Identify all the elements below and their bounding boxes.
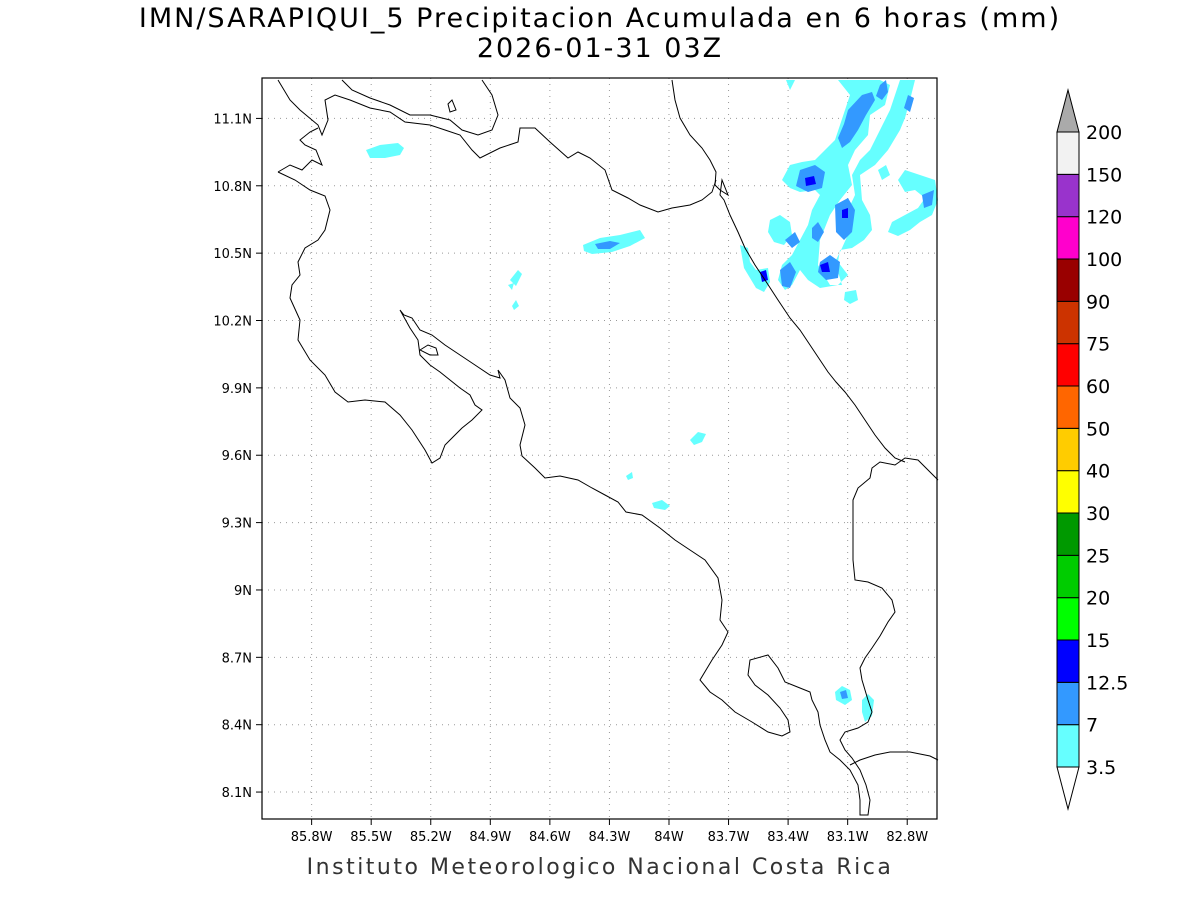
colorbar-level-label: 200 (1086, 122, 1122, 144)
colorbar-min-triangle (1056, 766, 1080, 811)
lat-tick-label: 10.8N (213, 180, 252, 195)
colorbar-box (1056, 427, 1080, 472)
colorbar-level-label: 60 (1086, 376, 1110, 398)
lon-tick-label: 84.6W (529, 830, 571, 845)
panama-coast (849, 751, 939, 766)
colorbar-box (1056, 258, 1080, 302)
precip-cell (626, 472, 670, 510)
colorbar-box (1056, 597, 1080, 641)
colorbar-level-label: 15 (1086, 630, 1110, 652)
colorbar-level-label: 40 (1086, 461, 1110, 483)
colorbar-box (1056, 343, 1080, 387)
lat-tick-label: 9.3N (222, 517, 252, 532)
colorbar-box (1056, 173, 1080, 218)
lat-tick-label: 10.2N (213, 315, 252, 330)
precip-cell (690, 432, 706, 445)
credit-text: Instituto Meteorologico Nacional Costa R… (306, 855, 894, 880)
longitude-axis: 85.8W 85.5W 85.2W 84.9W 84.6W 84.3W 84W 83.7W 83… (291, 819, 928, 845)
colorbar-level-label: 25 (1086, 545, 1110, 567)
lat-tick-label: 8.1N (222, 786, 252, 801)
colorbar-level-label: 12.5 (1086, 672, 1128, 694)
colorbar-box (1056, 300, 1080, 345)
colorbar-box (1056, 131, 1080, 175)
colorbar-level-label: 75 (1086, 334, 1110, 356)
lat-tick-label: 8.4N (222, 719, 252, 734)
colorbar-level-label: 50 (1086, 418, 1110, 440)
lon-tick-label: 84W (654, 830, 684, 845)
lon-tick-label: 82.8W (886, 830, 928, 845)
map-title: IMN/SARAPIQUI_5 Precipitacion Acumulada … (138, 3, 1062, 34)
colorbar-level-label: 150 (1086, 164, 1122, 186)
colorbar-box (1056, 216, 1080, 260)
map-frame (261, 77, 938, 820)
colorbar-level-label: 30 (1086, 503, 1110, 525)
colorbar-box (1056, 385, 1080, 429)
colorbar-level-label: 90 (1086, 291, 1110, 313)
lat-tick-label: 9.9N (222, 382, 252, 397)
lat-tick-label: 8.7N (222, 651, 252, 666)
precip-core (780, 80, 934, 288)
lake-outline (418, 344, 439, 356)
colorbar-box (1056, 681, 1080, 726)
colorbar-level-label: 120 (1086, 207, 1122, 229)
colorbar-box (1056, 724, 1080, 768)
precip-cell (508, 270, 522, 310)
lon-tick-label: 85.8W (291, 830, 333, 845)
precip-cell (366, 143, 404, 158)
caribbean-coast (671, 79, 906, 463)
precip-cluster-coast (740, 165, 938, 304)
colorbar-box (1056, 470, 1080, 514)
latitude-axis: 11.1N 10.8N 10.5N 10.2N 9.9N 9.6N 9.3N 9N 8.7N 8.… (213, 112, 262, 801)
colorbar-level-label: 7 (1086, 715, 1098, 737)
colorbar-box (1056, 554, 1080, 599)
colorbar-box (1056, 512, 1080, 556)
nicaragua-lake-shore (341, 79, 499, 136)
pacific-coast-guanacaste (277, 171, 939, 816)
colorbar-level-label: 3.5 (1086, 757, 1116, 779)
lat-tick-label: 9.6N (222, 449, 252, 464)
colorbar-box (1056, 639, 1080, 683)
precipitation-areas (366, 80, 938, 722)
map-datetime: 2026-01-31 03Z (476, 33, 724, 64)
lon-tick-label: 84.9W (469, 830, 511, 845)
lon-tick-label: 85.5W (350, 830, 392, 845)
lon-tick-label: 83.1W (827, 830, 869, 845)
lake-island (447, 99, 457, 113)
lon-tick-label: 85.2W (410, 830, 452, 845)
colorbar-max-triangle (1056, 88, 1080, 133)
lat-tick-label: 11.1N (213, 112, 252, 127)
precip-cell (595, 241, 620, 249)
lat-tick-label: 9N (234, 584, 252, 599)
lon-tick-label: 84.3W (589, 830, 631, 845)
colorbar-level-label: 20 (1086, 588, 1110, 610)
lat-tick-label: 10.5N (213, 247, 252, 262)
nicaragua-lake-shore (277, 79, 717, 213)
pacific-coast-nicoya (277, 127, 323, 173)
precip-cell (840, 690, 848, 699)
lon-tick-label: 83.7W (708, 830, 750, 845)
lon-tick-label: 83.4W (767, 830, 809, 845)
colorbar-level-label: 100 (1086, 249, 1122, 271)
coastline-borders (277, 79, 939, 816)
colorbar-legend: 3.5 7 12.5 15 20 25 30 40 50 60 75 90 100 120 150 200 (1056, 88, 1128, 811)
precip-cell (835, 686, 874, 722)
